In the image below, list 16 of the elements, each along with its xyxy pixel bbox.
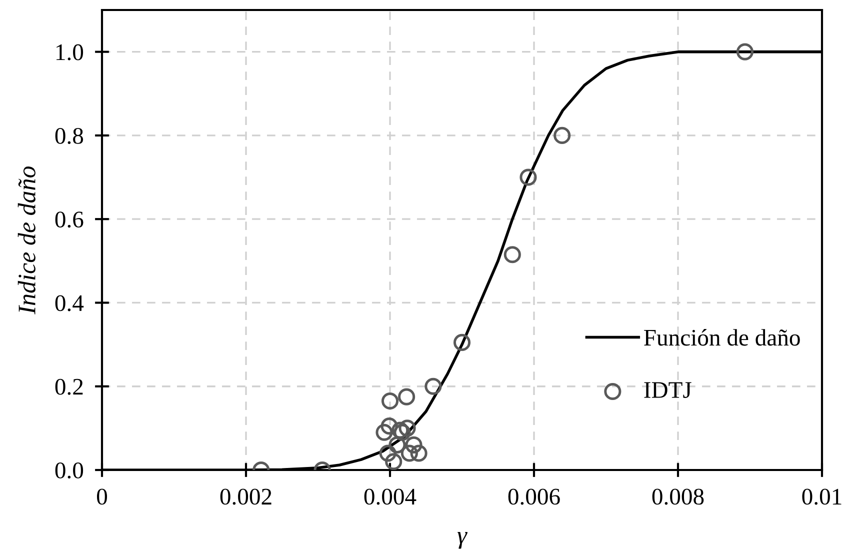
- y-axis-title: Indice de daño: [18, 166, 36, 314]
- x-tick-label: 0: [96, 488, 108, 505]
- legend-label: IDTJ: [644, 382, 692, 398]
- y-tick-label: 0.6: [55, 212, 84, 228]
- y-tick-label: 0.8: [55, 128, 84, 144]
- legend-label: Función de daño: [644, 329, 800, 346]
- y-tick-label: 0.0: [55, 462, 84, 479]
- y-tick-label: 0.2: [55, 378, 83, 395]
- y-tick-label: 0.4: [55, 295, 84, 312]
- x-tick-label: 0.002: [220, 488, 272, 505]
- x-tick-label: 0.004: [364, 488, 416, 505]
- x-tick-label: 0.006: [508, 488, 560, 505]
- x-tick-label: 0.01: [802, 488, 842, 505]
- x-axis-title: γ: [458, 532, 468, 549]
- y-tick-label: 1.0: [56, 44, 84, 60]
- x-tick-label: 0.008: [652, 488, 704, 505]
